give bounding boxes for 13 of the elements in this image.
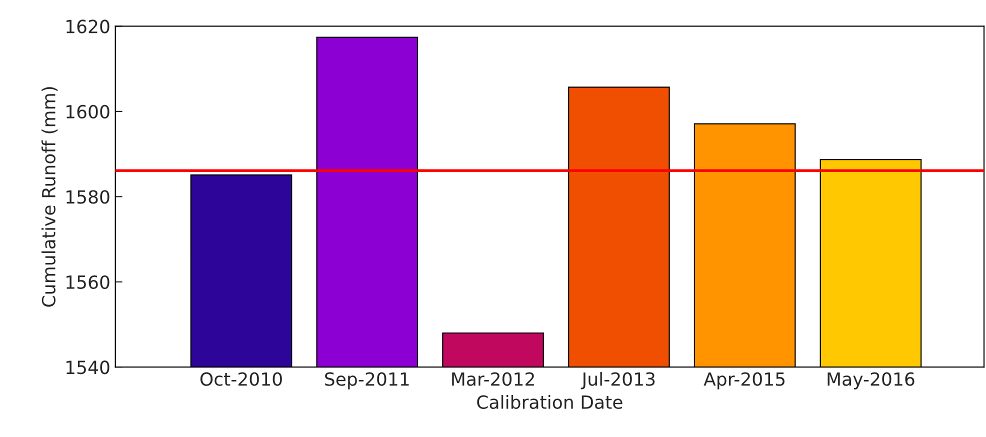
y-tick-label: 1560 (66, 275, 110, 289)
y-tick-label: 1540 (66, 360, 110, 374)
x-tick-label: Jul-2013 (580, 372, 655, 390)
x-tick-label: Mar-2012 (452, 372, 534, 386)
y-tick-label: 1600 (66, 104, 110, 119)
x-axis-title: Calibration Date (477, 394, 622, 409)
x-tick-label: Apr-2015 (704, 372, 785, 390)
y-tick-label: 1580 (66, 190, 110, 204)
x-tick-label: Sep-2011 (325, 372, 409, 390)
x-tick-label: Oct-2010 (200, 372, 282, 386)
y-axis-title: Cumulative Runoff (mm) (42, 87, 58, 307)
y-tick-label: 1620 (66, 20, 110, 34)
x-tick-label: May-2016 (828, 372, 914, 390)
